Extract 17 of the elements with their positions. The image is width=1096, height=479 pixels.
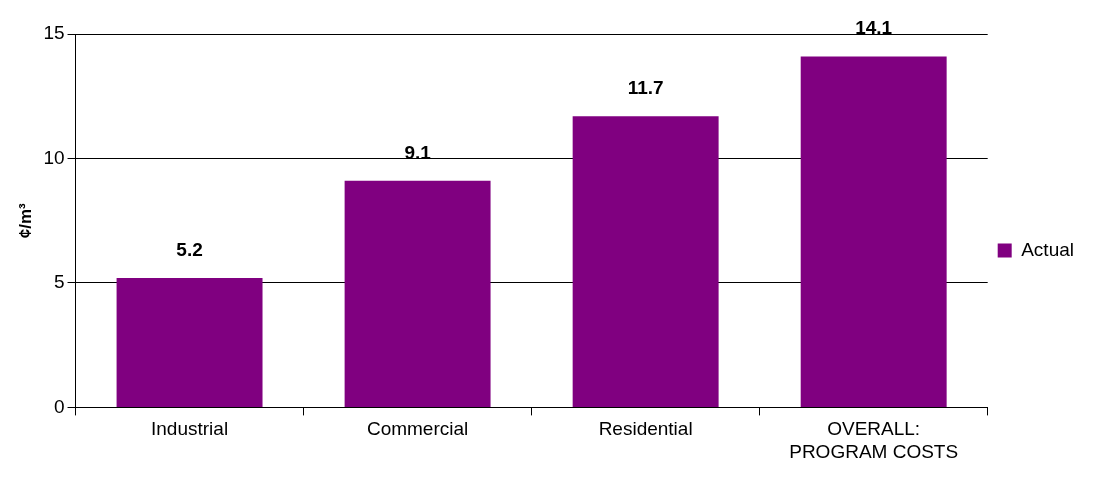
x-tick-label: OVERALL: PROGRAM COSTS xyxy=(789,418,959,462)
y-tick-label: 10 xyxy=(43,146,65,168)
x-tick-label: Industrial xyxy=(151,418,229,440)
bar xyxy=(572,116,719,407)
y-axis-title: ¢/m³ xyxy=(15,202,35,239)
data-label: 5.2 xyxy=(176,238,203,260)
y-tick-label: 15 xyxy=(43,22,65,44)
data-label: 14.1 xyxy=(855,17,893,39)
legend-label: Actual xyxy=(1021,238,1075,260)
x-tick-label: Commercial xyxy=(366,418,469,440)
data-label: 11.7 xyxy=(627,76,664,98)
y-tick-label: 5 xyxy=(53,271,65,293)
bar xyxy=(116,277,263,407)
bar xyxy=(344,180,491,407)
x-tick-label: Residential xyxy=(598,418,693,440)
bar xyxy=(800,56,947,407)
y-tick-label: 0 xyxy=(53,395,65,417)
